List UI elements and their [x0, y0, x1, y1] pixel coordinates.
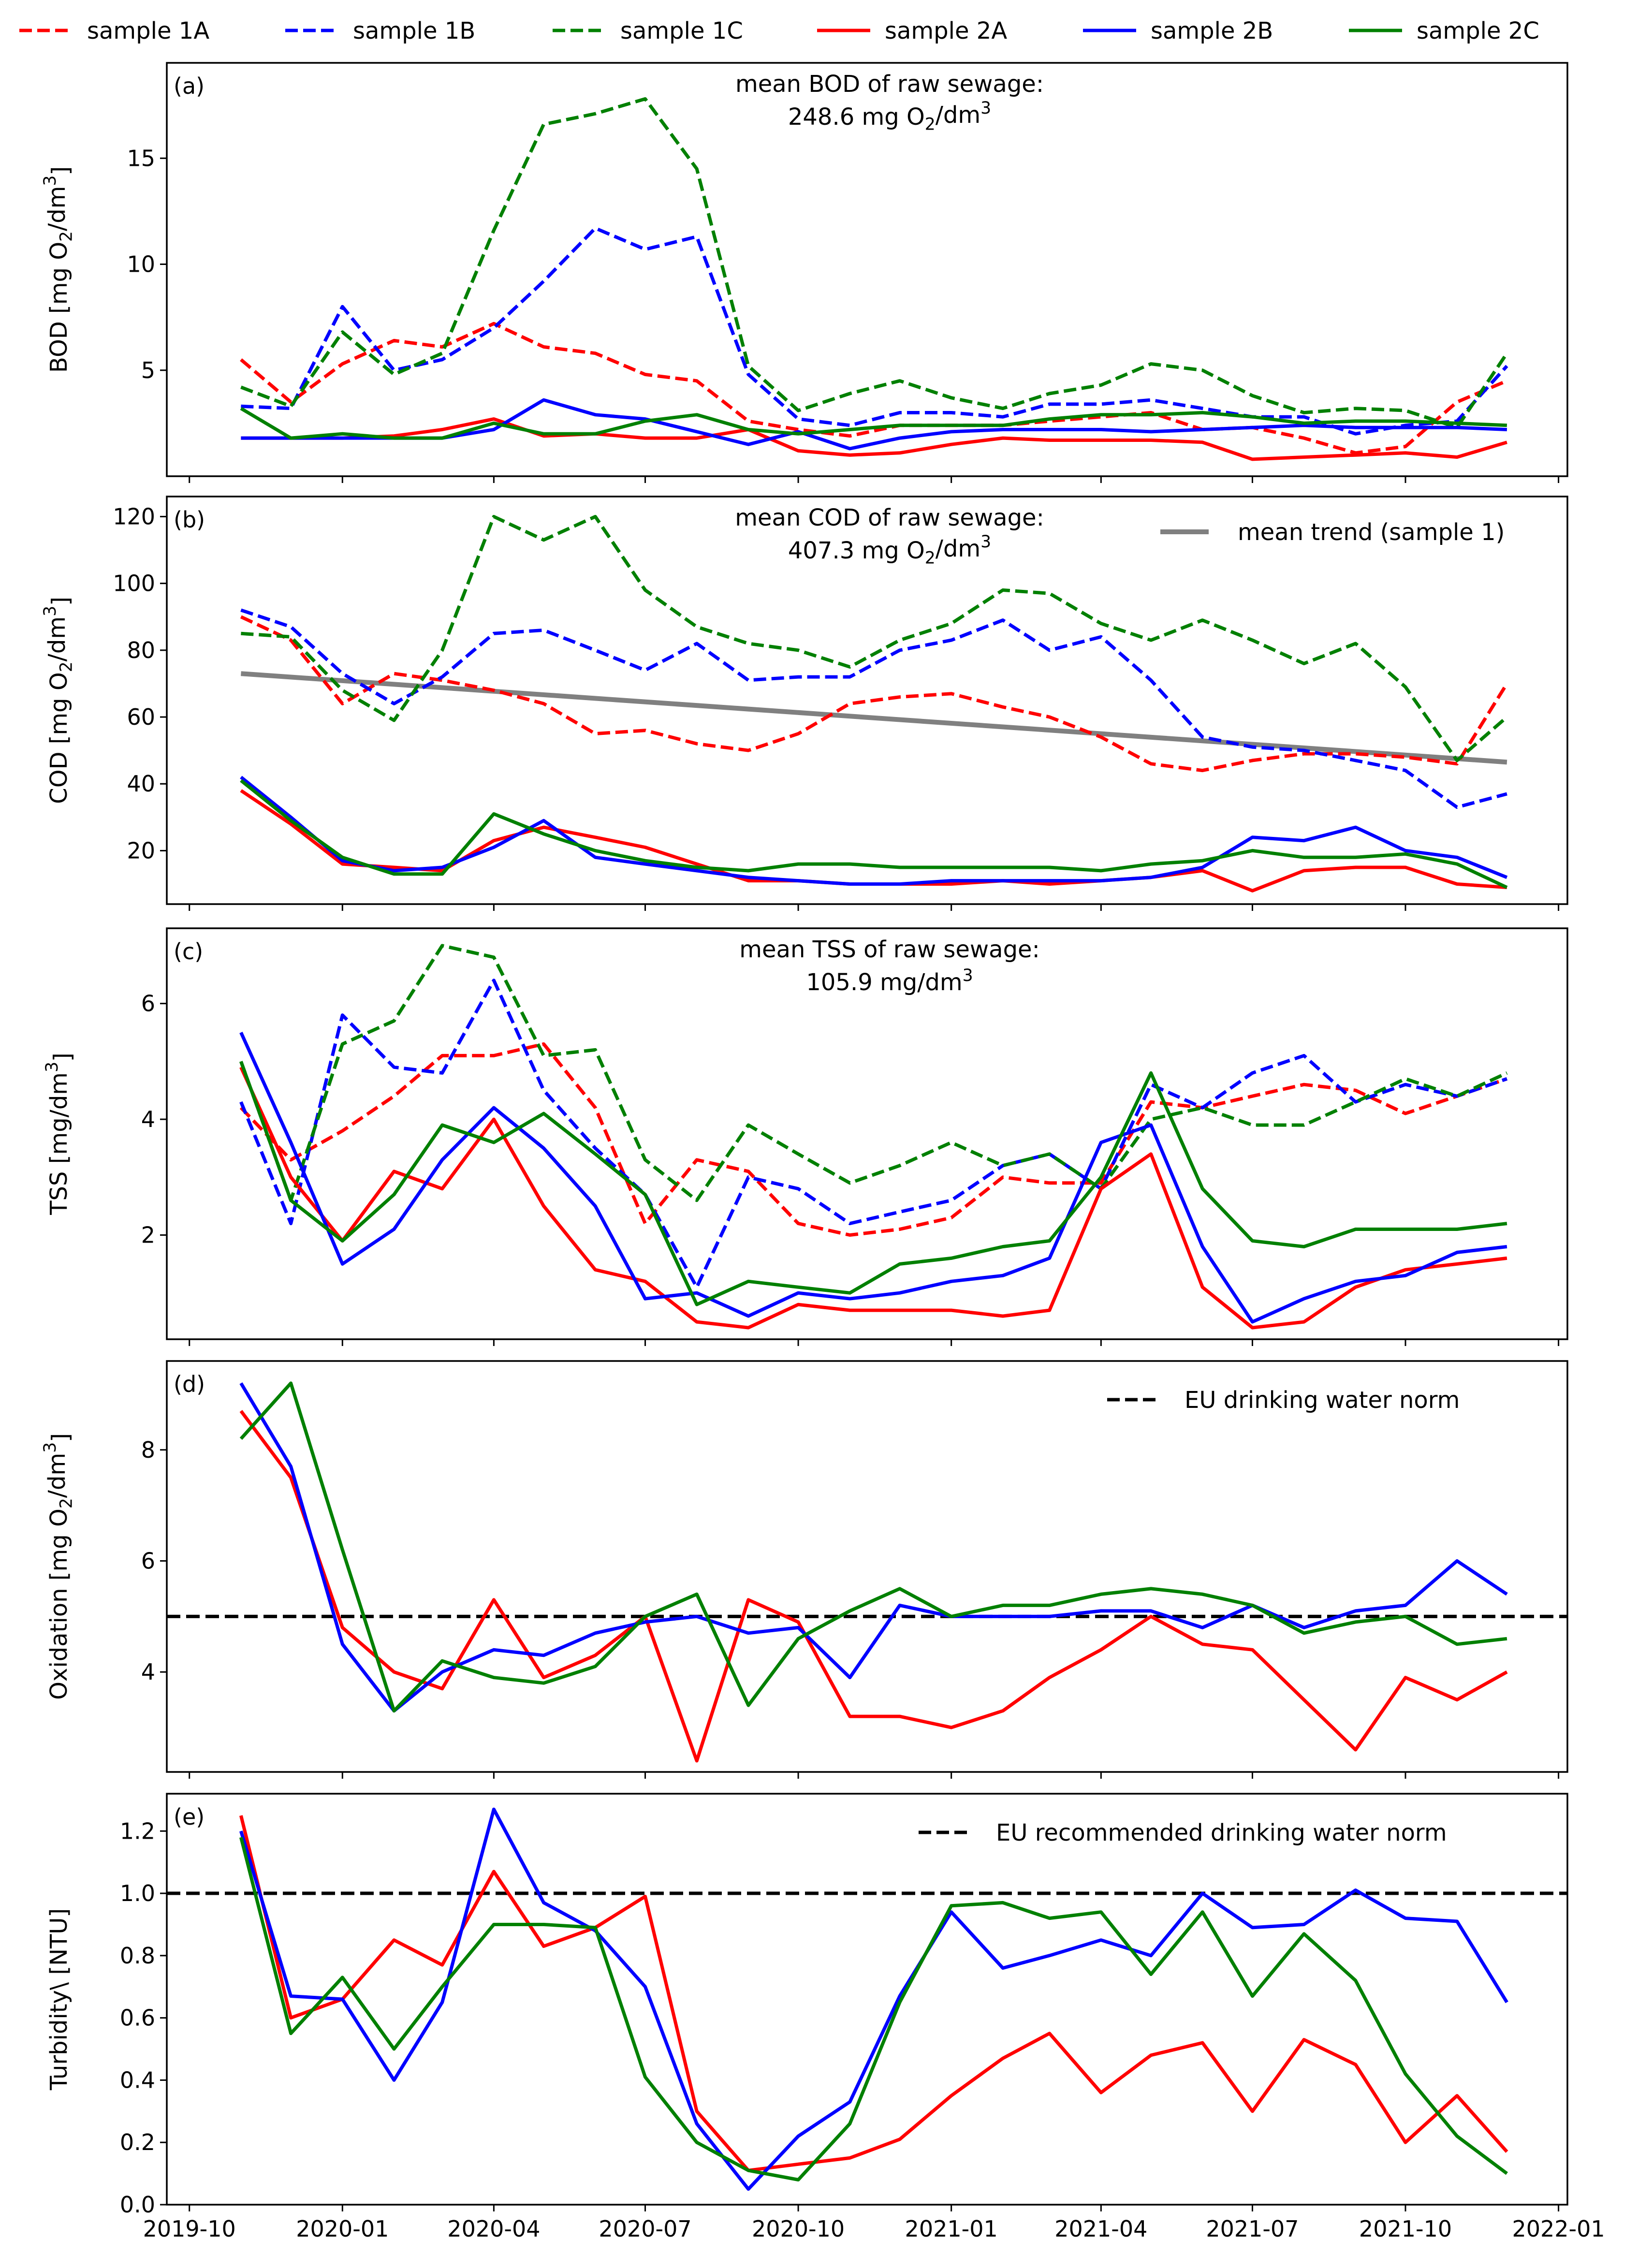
- y-tick-label: 40: [127, 771, 155, 797]
- series-line-sample-2a: [239, 1066, 1507, 1330]
- x-tick-label: 2020-07: [599, 2216, 691, 2242]
- legend-label-sample-1c: sample 1C: [620, 17, 743, 44]
- series-line-sample-1a: [239, 1042, 1508, 1237]
- series-line-sample-2a: [240, 789, 1507, 893]
- norm-legend-label: EU recommended drinking water norm: [996, 1819, 1447, 1846]
- y-tick-label: 8: [141, 1437, 155, 1463]
- y-tick-label: 120: [113, 503, 155, 529]
- y-tick-label: 1.2: [120, 1818, 155, 1844]
- series-line-sample-2a: [239, 1815, 1508, 2172]
- series-line-sample-1c: [239, 944, 1508, 1202]
- x-tick-label: 2020-10: [752, 2216, 845, 2242]
- legend: sample 1A sample 1B sample 1C sample 2A samp…: [19, 17, 1539, 44]
- x-tick-label: 2021-10: [1359, 2216, 1452, 2242]
- y-tick-label: 0.4: [120, 2067, 155, 2093]
- y-axis-label: Oxidation [mg O2​/dm3​]: [41, 1433, 76, 1700]
- y-tick-label: 10: [127, 251, 155, 278]
- plot-area: [167, 1807, 1567, 2191]
- series-line-sample-2c: [239, 1061, 1507, 1306]
- y-tick-label: 0.2: [120, 2129, 155, 2155]
- annotation-line1: mean BOD of raw sewage:: [735, 71, 1044, 98]
- y-tick-label: 100: [113, 571, 155, 597]
- plot-area: [240, 97, 1508, 461]
- y-axis-label: TSS [mg/dm3​]: [43, 1053, 76, 1215]
- series-line-sample-2b: [240, 776, 1508, 886]
- x-tick-label: 2021-01: [905, 2216, 998, 2242]
- series-line-sample-1a: [240, 322, 1508, 455]
- y-tick-label: 0.0: [120, 2192, 155, 2218]
- legend-label-sample-2b: sample 2B: [1151, 17, 1273, 44]
- plot-area: [239, 944, 1508, 1330]
- series-line-sample-1b: [241, 226, 1508, 436]
- y-tick-label: 60: [127, 704, 155, 730]
- series-line-sample-1a: [240, 615, 1508, 773]
- series-line-sample-1b: [240, 608, 1507, 809]
- y-tick-label: 80: [127, 637, 155, 663]
- panel-tss: 2 4 6 TSS [mg/dm3​] (c) mean TSS of raw sewag…: [43, 927, 1568, 1346]
- mean-trend-line: [241, 671, 1507, 765]
- norm-legend-label: EU drinking water norm: [1185, 1387, 1460, 1414]
- annotation-line1: mean TSS of raw sewage:: [739, 936, 1039, 963]
- panel-tag: (e): [174, 1804, 205, 1830]
- series-line-sample-2a: [241, 417, 1507, 461]
- panel-oxidation: 4 6 8 Oxidation [mg O2​/dm3​] (d) EU drinking…: [41, 1360, 1568, 1779]
- panel-turbidity: 0.0 0.2 0.4 0.6 0.8 1.0 1.2 2019-10 2020-01 2020-…: [45, 1793, 1605, 2242]
- x-tick-label: 2020-01: [296, 2216, 389, 2242]
- plot-frame: [166, 1360, 1568, 1773]
- annotation-line2: 407.3 mg O2​/dm3​: [788, 532, 991, 568]
- y-tick-label: 5: [141, 357, 155, 383]
- series-line-sample-2b: [239, 1032, 1507, 1324]
- y-tick-label: 4: [141, 1659, 155, 1685]
- series-line-sample-1b: [239, 979, 1508, 1289]
- y-tick-label: 0.6: [120, 2005, 155, 2031]
- series-line-sample-2b: [239, 1382, 1508, 1713]
- y-tick-label: 15: [127, 145, 155, 171]
- panel-tag: (d): [174, 1371, 205, 1397]
- panels: 5 10 15 BOD [mg O2​/dm3​] (a) mean BOD of raw…: [41, 62, 1605, 2242]
- legend-label-sample-2c: sample 2C: [1417, 17, 1539, 44]
- series-line-sample-2c: [240, 779, 1508, 889]
- x-tick-label: 2021-07: [1206, 2216, 1299, 2242]
- plot-frame: [166, 927, 1568, 1340]
- legend-label-sample-2a: sample 2A: [885, 17, 1007, 44]
- y-tick-label: 6: [141, 1548, 155, 1574]
- annotation-line1: mean COD of raw sewage:: [735, 504, 1044, 531]
- panel-tag: (a): [174, 73, 205, 99]
- plot-frame: [166, 1793, 1568, 2206]
- series-line-sample-2c: [240, 407, 1507, 440]
- y-tick-label: 20: [127, 837, 155, 863]
- y-tick-label: 0.8: [120, 1943, 155, 1969]
- series-line-sample-1c: [240, 97, 1508, 429]
- x-tick-label: 2020-04: [447, 2216, 540, 2242]
- series-line-sample-2a: [239, 1410, 1508, 1763]
- annotation-line2: 248.6 mg O2​/dm3​: [788, 99, 991, 134]
- plot-frame: [166, 62, 1568, 477]
- plot-area: [167, 1381, 1567, 1763]
- legend-label-sample-1a: sample 1A: [87, 17, 209, 44]
- panel-bod: 5 10 15 BOD [mg O2​/dm3​] (a) mean BOD of raw…: [41, 62, 1568, 483]
- x-tick-label: 2022-01: [1512, 2216, 1605, 2242]
- y-tick-label: 2: [141, 1222, 155, 1248]
- panel-tag: (b): [174, 507, 205, 533]
- y-tick-label: 4: [141, 1106, 155, 1132]
- y-axis-label: COD [mg O2​/dm3​]: [41, 597, 76, 804]
- plot-frame: [166, 496, 1568, 905]
- series-line-sample-2c: [239, 1837, 1508, 2181]
- y-axis-label: BOD [mg O2​/dm3​]: [41, 166, 76, 373]
- series-line-sample-2c: [239, 1381, 1507, 1713]
- x-tick-label: 2019-10: [143, 2216, 236, 2242]
- panel-tag: (c): [174, 938, 203, 965]
- legend-label-sample-1b: sample 1B: [353, 17, 475, 44]
- series-line-sample-1c: [241, 515, 1508, 762]
- y-tick-label: 1.0: [120, 1880, 155, 1906]
- panel-cod: 20 40 60 80 100 120 COD [mg O2​/dm3​] (b) mean C…: [41, 496, 1568, 911]
- y-tick-label: 6: [141, 991, 155, 1017]
- plot-area: [240, 515, 1508, 893]
- y-axis-label: Turbidity\ [NTU]: [45, 1908, 73, 2091]
- annotation-line2: 105.9 mg/dm3​: [806, 966, 973, 996]
- trend-legend-label: mean trend (sample 1): [1238, 519, 1505, 546]
- series-line-sample-2b: [239, 1807, 1508, 2191]
- x-tick-label: 2021-04: [1054, 2216, 1147, 2242]
